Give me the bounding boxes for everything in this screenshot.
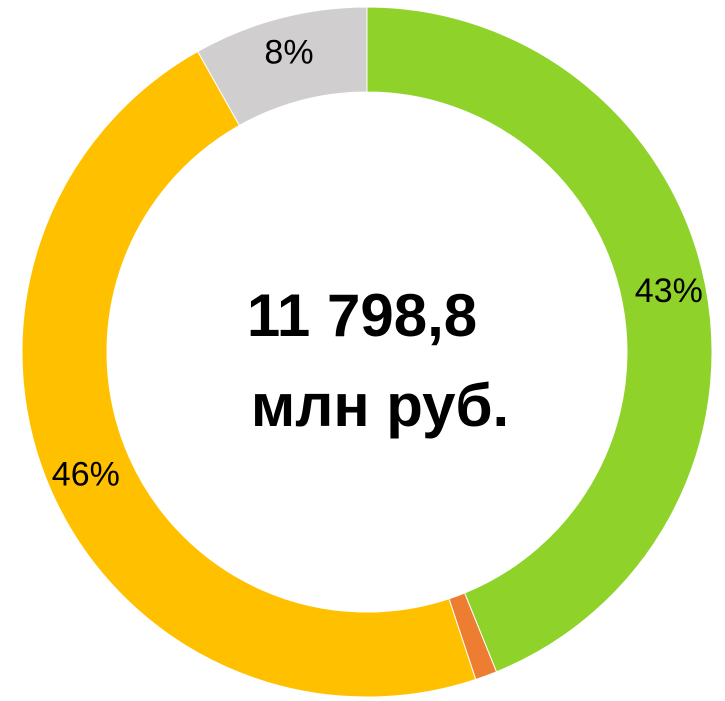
donut-segment xyxy=(197,6,368,127)
data-label: 43% xyxy=(635,272,703,310)
data-label: 8% xyxy=(264,34,313,72)
center-unit: млн руб. xyxy=(251,372,509,439)
donut-segment xyxy=(21,50,477,698)
center-total: 11 798,8 xyxy=(247,282,477,349)
data-label: 46% xyxy=(52,455,120,493)
donut-segment xyxy=(366,6,713,673)
